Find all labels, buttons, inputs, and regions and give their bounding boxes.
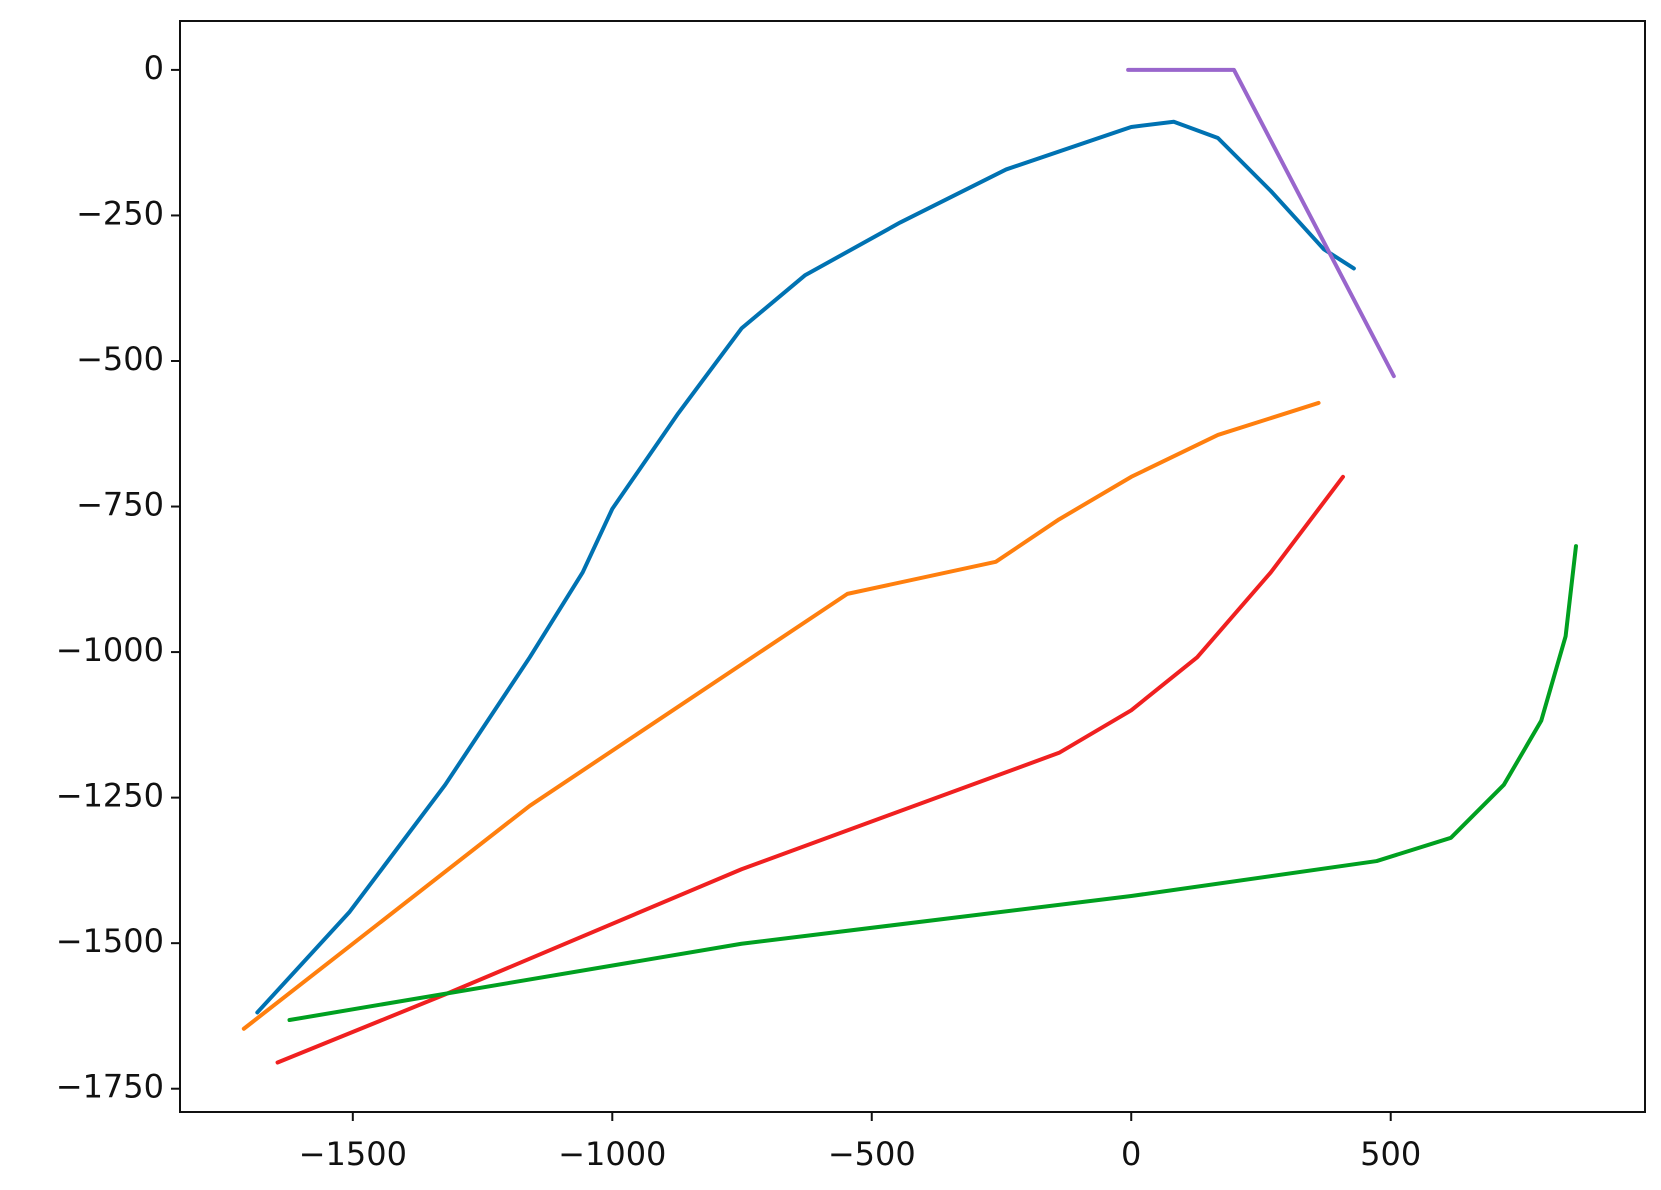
y-tick-label: −750 [76,486,164,524]
y-tick-label: 0 [144,49,164,87]
line [241,400,1321,1031]
x-tick-label: 500 [1360,1135,1421,1173]
x-tick-label: −500 [828,1135,916,1173]
line [255,119,1356,1015]
y-tick-label: −1000 [56,631,164,669]
y-tick-label: −1500 [56,922,164,960]
y-tick-label: −1250 [56,777,164,815]
x-tick-label: 0 [1121,1135,1141,1173]
x-tick-label: −1500 [299,1135,407,1173]
line [1126,67,1396,379]
y-tick-label: −1750 [56,1068,164,1106]
plot-frame [179,20,1646,1113]
y-tick-label: −500 [76,340,164,378]
line [275,474,1345,1065]
x-tick-label: −1000 [558,1135,666,1173]
y-tick-label: −250 [76,194,164,232]
line [287,544,1578,1023]
